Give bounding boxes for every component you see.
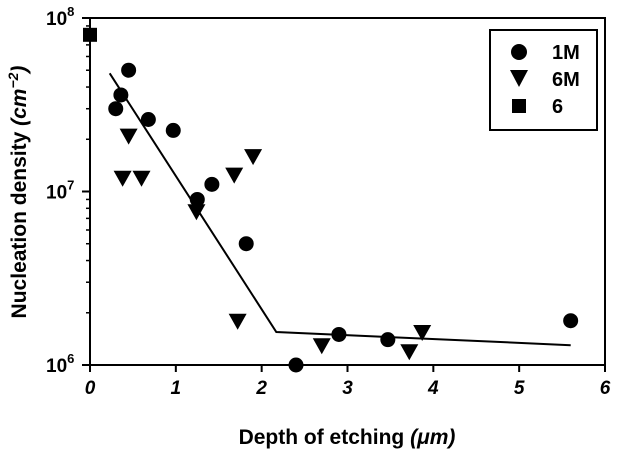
legend: 1M 6M 6 xyxy=(489,29,598,131)
point-6M xyxy=(132,170,151,187)
legend-marker-6M xyxy=(510,70,528,87)
y-axis-label-unit-sup: −2 xyxy=(5,72,21,88)
x-axis-label: Depth of etching (μm) xyxy=(239,426,456,449)
x-tick-label: 0 xyxy=(85,378,96,399)
y-axis-label: Nucleation density (cm−2) xyxy=(5,66,31,319)
point-1M xyxy=(113,87,129,103)
point-1M xyxy=(331,326,347,342)
point-6 xyxy=(83,27,97,42)
fit-line-group xyxy=(108,72,571,347)
y-axis-label-unit-close: ) xyxy=(8,66,31,75)
y-axis-label-unit-open: (cm xyxy=(8,89,31,126)
legend-marker-6 xyxy=(512,99,526,113)
x-tick-label: 4 xyxy=(427,378,439,399)
point-1M xyxy=(108,101,124,117)
point-6M xyxy=(413,324,432,341)
legend-marker-1M xyxy=(511,44,527,60)
y-tick-label: 108 xyxy=(46,4,74,30)
data-points xyxy=(83,27,579,373)
point-1M xyxy=(380,332,396,348)
point-6M xyxy=(225,167,244,184)
legend-label-1M: 1M xyxy=(552,42,580,64)
point-1M xyxy=(563,313,579,329)
x-tick-label: 2 xyxy=(255,378,267,399)
x-tick-label: 5 xyxy=(514,378,525,399)
x-axis: 0 1 2 3 4 5 6 xyxy=(85,365,611,399)
point-6M xyxy=(312,338,331,355)
x-tick-label: 3 xyxy=(342,378,353,399)
y-tick-label: 107 xyxy=(46,178,74,204)
point-6M xyxy=(113,170,132,187)
x-axis-label-unit: (μm) xyxy=(410,426,455,449)
point-1M xyxy=(140,112,156,128)
point-1M xyxy=(121,62,137,78)
legend-box xyxy=(489,29,598,131)
point-1M xyxy=(288,357,304,373)
y-tick-label: 106 xyxy=(46,351,74,377)
point-6M xyxy=(228,313,247,330)
point-1M xyxy=(189,191,205,207)
point-6M xyxy=(400,344,419,361)
point-6M xyxy=(244,149,263,166)
legend-label-6M: 6M xyxy=(552,69,580,91)
point-1M xyxy=(165,122,181,138)
x-tick-label: 1 xyxy=(171,378,182,399)
x-axis-label-text: Depth of etching xyxy=(239,426,411,449)
point-1M xyxy=(204,176,220,192)
point-6M xyxy=(119,128,138,145)
x-tick-label: 6 xyxy=(600,378,611,399)
y-axis-label-text: Nucleation density xyxy=(8,126,31,319)
point-6M xyxy=(187,204,206,221)
legend-label-6: 6 xyxy=(552,96,563,118)
y-axis: 106 107 108 xyxy=(46,4,90,377)
fit-line xyxy=(108,72,571,347)
point-1M xyxy=(238,236,254,252)
